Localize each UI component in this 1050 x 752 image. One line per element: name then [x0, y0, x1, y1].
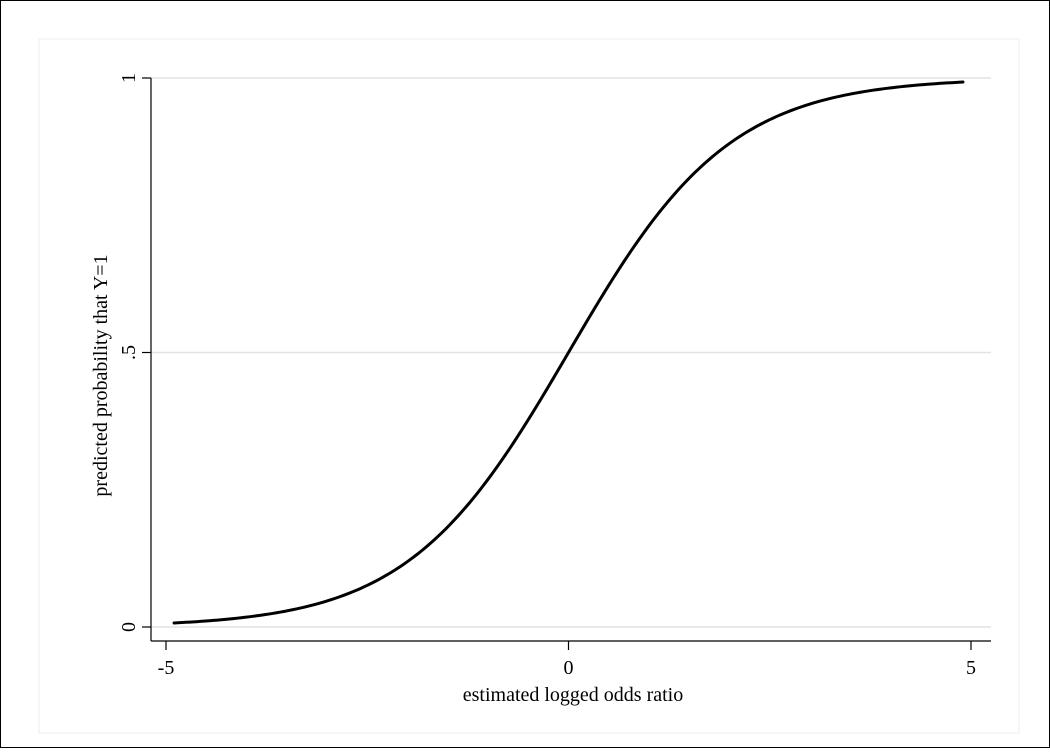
chart-background [39, 39, 1019, 733]
x-axis-label: estimated logged odds ratio [463, 684, 684, 706]
x-tick-label-0: -5 [158, 657, 175, 679]
y-tick-label-2: 1 [118, 73, 140, 83]
x-tick-label-2: 5 [966, 657, 976, 679]
y-tick-label-0: 0 [118, 622, 140, 632]
x-tick-label-1: 0 [564, 657, 574, 679]
y-tick-label-1: .5 [118, 345, 140, 360]
y-axis-label: predicted probability that Y=1 [90, 254, 112, 496]
